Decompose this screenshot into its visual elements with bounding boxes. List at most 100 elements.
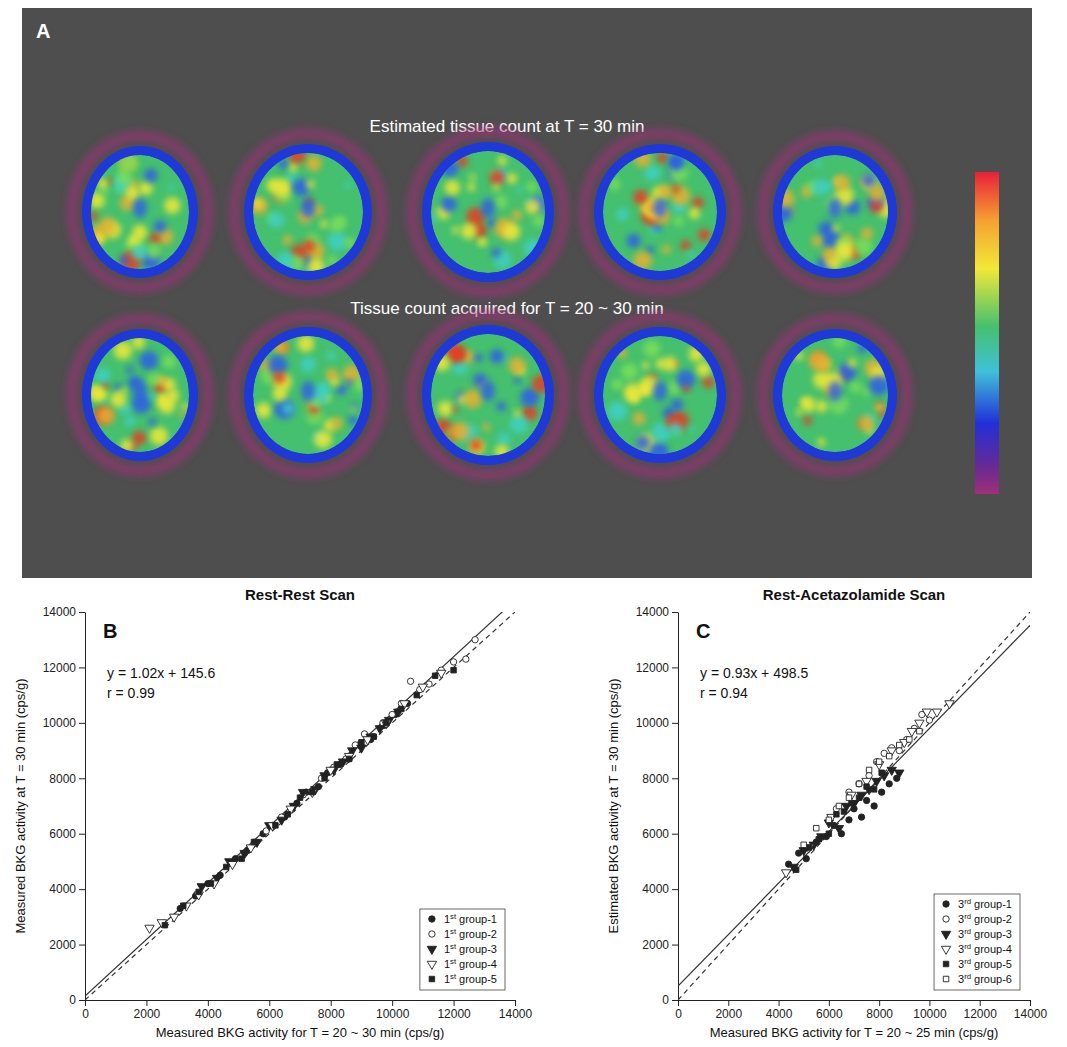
slice-blob <box>283 235 292 244</box>
slice-blob <box>692 197 703 208</box>
slice-ring <box>422 142 554 282</box>
data-point <box>876 759 881 764</box>
slice-blob <box>353 377 367 391</box>
slice-blob <box>149 418 157 426</box>
slice-blob <box>514 377 520 383</box>
slice-blob <box>696 362 711 377</box>
data-point <box>181 903 186 908</box>
panel-a-background <box>22 8 1032 578</box>
y-tick: 6000 <box>642 827 678 841</box>
data-point <box>847 792 856 800</box>
slice-blob <box>119 256 128 265</box>
slice-ventricle <box>653 381 667 401</box>
slice-ring <box>773 146 897 278</box>
brain-slice <box>584 317 736 473</box>
x-tick-mark <box>929 1000 930 1006</box>
slice-blob <box>149 392 156 399</box>
y-tick-mark <box>79 667 85 668</box>
data-point <box>145 925 154 933</box>
slice-blob <box>97 407 115 425</box>
slice-blob <box>512 210 522 220</box>
slice-tissue <box>431 334 545 456</box>
slice-blob <box>643 340 660 357</box>
legend: 1st group-11st group-21st group-31st gro… <box>420 909 505 990</box>
y-tick-label: 6000 <box>49 827 76 841</box>
data-point <box>932 709 941 717</box>
y-tick-mark <box>672 834 678 835</box>
slice-blob <box>438 401 453 416</box>
data-point <box>793 867 798 872</box>
x-tick-label: 6000 <box>816 1007 843 1021</box>
x-tick: 0 <box>675 1000 682 1021</box>
x-axis-line <box>679 1000 1031 1001</box>
slice-blob <box>431 214 438 221</box>
slice-blob <box>644 165 660 181</box>
slice-blob <box>689 426 695 432</box>
x-tick-mark <box>829 1000 830 1006</box>
data-point <box>246 845 255 853</box>
slice-blob <box>635 435 650 450</box>
legend-label: 1st group-1 <box>444 912 497 925</box>
data-point <box>945 701 954 709</box>
slice-blob <box>689 208 700 219</box>
slice-tissue <box>431 151 545 273</box>
data-point <box>451 667 456 672</box>
slice-halo <box>412 132 564 292</box>
data-point <box>463 656 469 662</box>
x-tick-label: 12000 <box>437 1007 471 1021</box>
slice-blob <box>278 159 288 169</box>
slice-blob <box>144 169 158 183</box>
y-tick: 10000 <box>636 716 678 730</box>
x-tick-mark <box>146 1000 147 1006</box>
x-tick-mark <box>331 1000 332 1006</box>
slice-blob <box>490 349 504 363</box>
slice-blob <box>329 217 344 232</box>
slice-blob <box>132 245 147 260</box>
slice-blob <box>819 221 834 236</box>
slice-blob <box>532 375 551 394</box>
x-tick: 6000 <box>816 1000 843 1021</box>
x-tick-mark <box>269 1000 270 1006</box>
y-tick-label: 14000 <box>636 605 670 619</box>
slice-blob <box>835 242 854 261</box>
plot-marks <box>85 612 515 1000</box>
slice-blob <box>663 357 678 372</box>
slice-blob <box>273 371 285 383</box>
slice-blob <box>120 439 133 452</box>
slice-blob <box>658 185 672 199</box>
data-point <box>344 753 353 761</box>
legend-marker <box>943 901 949 907</box>
slice-blob <box>469 439 485 455</box>
slice-blob <box>814 160 822 168</box>
slice-blob <box>494 195 507 208</box>
slice-blob <box>524 239 541 256</box>
brain-slice <box>72 319 208 471</box>
slice-blob <box>326 368 338 380</box>
chart-title: Rest-Acetazolamide Scan <box>763 586 946 603</box>
data-point <box>418 684 427 692</box>
x-tick-label: 14000 <box>499 1007 533 1021</box>
x-axis-title: Measured BKG activity for T = 20 ~ 25 mi… <box>710 1025 999 1040</box>
slice-blob <box>491 248 500 257</box>
data-point <box>866 767 871 772</box>
slice-blob <box>633 190 648 205</box>
data-point <box>879 770 884 775</box>
slice-ring <box>594 327 726 463</box>
y-tick-label: 0 <box>69 993 76 1007</box>
slice-blob <box>452 406 458 412</box>
slice-blob <box>308 258 325 275</box>
slice-blob <box>266 178 280 192</box>
slice-blob <box>503 223 521 241</box>
data-point <box>322 776 327 781</box>
slice-blob <box>510 415 529 434</box>
data-point <box>432 673 437 678</box>
slice-ring <box>422 325 554 465</box>
y-axis-line <box>678 613 679 1001</box>
slice-blob <box>795 352 804 361</box>
data-point <box>856 795 861 800</box>
y-tick-label: 4000 <box>49 882 76 896</box>
data-point <box>897 742 902 747</box>
data-point <box>849 801 858 809</box>
slice-blob <box>120 154 137 171</box>
x-axis-line <box>86 1000 516 1001</box>
